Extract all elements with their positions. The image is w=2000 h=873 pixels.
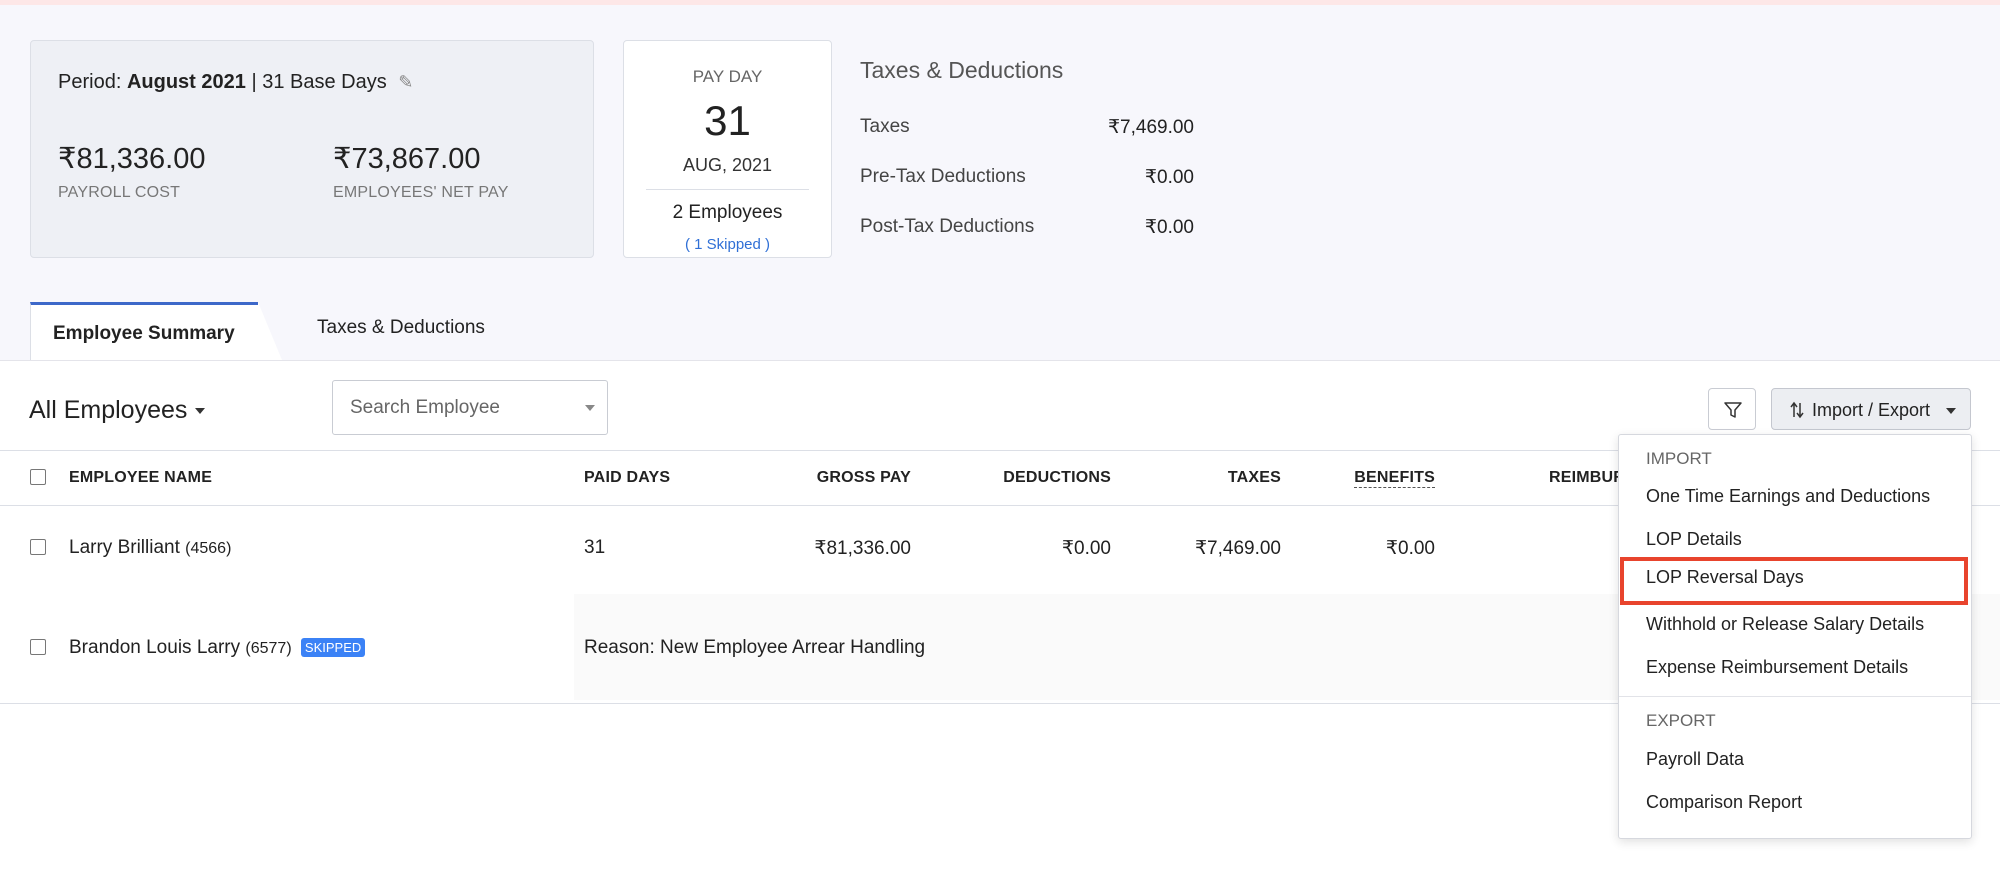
taxes-label: Taxes xyxy=(860,116,910,137)
menu-item-lop-details[interactable]: LOP Details xyxy=(1646,529,1742,549)
chevron-down-icon xyxy=(1946,408,1956,414)
import-heading: IMPORT xyxy=(1646,449,1712,468)
net-pay-label: EMPLOYEES' NET PAY xyxy=(333,184,509,201)
header-deductions[interactable]: DEDUCTIONS xyxy=(1003,469,1111,486)
post-tax-label: Post-Tax Deductions xyxy=(860,216,1035,237)
tab-label: Employee Summary xyxy=(53,323,235,344)
menu-item-lop-reversal-days[interactable]: LOP Reversal Days xyxy=(1620,557,1968,605)
menu-item-comparison-report[interactable]: Comparison Report xyxy=(1646,792,1803,812)
period-line: Period: August 2021 | 31 Base Days ✎ xyxy=(58,71,413,94)
taxes-cell: ₹7,469.00 xyxy=(1194,538,1281,559)
employee-name: Larry Brilliant xyxy=(69,537,180,558)
post-tax-row: Post-Tax Deductions ₹0.00 xyxy=(860,216,1194,238)
period-value: August 2021 xyxy=(126,71,246,93)
import-export-button[interactable]: Import / Export xyxy=(1771,388,1971,430)
payroll-cost-label: PAYROLL COST xyxy=(58,184,181,201)
export-heading: EXPORT xyxy=(1646,711,1716,730)
header-paid-days[interactable]: PAID DAYS xyxy=(584,469,671,486)
payroll-cost-value: ₹81,336.00 xyxy=(58,143,206,175)
benefits-cell: ₹0.00 xyxy=(1385,538,1435,559)
period-card: Period: August 2021 | 31 Base Days ✎ ₹81… xyxy=(30,40,594,258)
menu-divider xyxy=(1619,696,1971,697)
skip-reason: Reason: New Employee Arrear Handling xyxy=(584,637,926,658)
table-bottom-border xyxy=(0,703,2000,704)
tab-taxes-deductions[interactable]: Taxes & Deductions xyxy=(317,317,485,338)
menu-item-expense-reimbursement[interactable]: Expense Reimbursement Details xyxy=(1646,657,1909,677)
header-benefits[interactable]: BENEFITS xyxy=(1354,469,1435,488)
chevron-down-icon xyxy=(585,405,595,411)
payday-divider xyxy=(646,189,809,190)
import-export-icon xyxy=(1790,401,1804,419)
row-checkbox[interactable] xyxy=(30,639,46,655)
pre-tax-label: Pre-Tax Deductions xyxy=(860,166,1026,187)
payday-month: AUG, 2021 xyxy=(682,155,773,175)
taxes-value: ₹7,469.00 xyxy=(1107,117,1194,138)
pencil-icon[interactable]: ✎ xyxy=(398,72,414,92)
select-all-checkbox[interactable] xyxy=(30,469,46,485)
filter-icon xyxy=(1724,402,1742,418)
deductions-cell: ₹0.00 xyxy=(1061,538,1111,559)
payday-label: PAY DAY xyxy=(692,67,763,86)
period-label: Period: xyxy=(58,71,122,93)
import-export-label: Import / Export xyxy=(1812,400,1931,420)
base-days: | 31 Base Days xyxy=(251,71,387,93)
pre-tax-value: ₹0.00 xyxy=(1144,167,1194,188)
header-reimbursements[interactable]: REIMBUR xyxy=(1549,469,1626,486)
header-gross-pay[interactable]: GROSS PAY xyxy=(816,469,911,486)
employee-count: 2 Employees xyxy=(672,202,783,223)
net-pay-value: ₹73,867.00 xyxy=(333,143,481,175)
import-export-menu: IMPORT One Time Earnings and Deductions … xyxy=(1618,434,1972,839)
employee-id: (6577) xyxy=(245,640,292,657)
menu-item-payroll-data[interactable]: Payroll Data xyxy=(1646,749,1745,769)
gross-pay-cell: ₹81,336.00 xyxy=(814,538,911,559)
all-employees-dropdown[interactable]: All Employees xyxy=(29,396,206,425)
skipped-link[interactable]: ( 1 Skipped ) xyxy=(684,236,771,253)
employee-name-cell[interactable]: Larry Brilliant (4566) xyxy=(69,537,231,559)
tab-employee-summary[interactable]: Employee Summary xyxy=(30,302,282,360)
header-employee-name[interactable]: EMPLOYEE NAME xyxy=(69,469,213,486)
search-placeholder: Search Employee xyxy=(350,397,500,418)
menu-item-withhold-release-salary[interactable]: Withhold or Release Salary Details xyxy=(1646,614,1925,634)
header-taxes[interactable]: TAXES xyxy=(1227,469,1281,486)
filter-button[interactable] xyxy=(1708,388,1756,430)
employee-name-cell[interactable]: Brandon Louis Larry (6577) SKIPPED xyxy=(69,637,366,659)
pre-tax-row: Pre-Tax Deductions ₹0.00 xyxy=(860,166,1194,188)
taxes-deductions-title: Taxes & Deductions xyxy=(860,57,1064,83)
payday-day: 31 xyxy=(704,97,751,144)
menu-item-one-time-earnings[interactable]: One Time Earnings and Deductions xyxy=(1646,486,1931,506)
chevron-down-icon xyxy=(195,408,206,415)
post-tax-value: ₹0.00 xyxy=(1144,217,1194,238)
search-employee-select[interactable]: Search Employee xyxy=(332,380,608,435)
paid-days-cell: 31 xyxy=(584,537,606,558)
employee-id: (4566) xyxy=(185,540,232,557)
skipped-badge: SKIPPED xyxy=(300,638,366,658)
row-checkbox[interactable] xyxy=(30,539,46,555)
employee-name: Brandon Louis Larry xyxy=(69,637,241,658)
taxes-row: Taxes ₹7,469.00 xyxy=(860,116,1194,138)
table-row[interactable]: Brandon Louis Larry (6577) SKIPPED Reaso… xyxy=(0,594,2000,702)
table-row[interactable]: Larry Brilliant (4566) 31 ₹81,336.00 ₹0.… xyxy=(0,506,2000,594)
all-employees-label: All Employees xyxy=(29,396,188,424)
payday-card: PAY DAY 31 AUG, 2021 2 Employees ( 1 Ski… xyxy=(623,40,832,258)
top-strip xyxy=(0,0,2000,5)
